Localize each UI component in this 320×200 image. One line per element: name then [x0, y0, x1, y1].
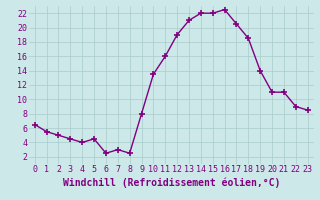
- X-axis label: Windchill (Refroidissement éolien,°C): Windchill (Refroidissement éolien,°C): [62, 177, 280, 188]
